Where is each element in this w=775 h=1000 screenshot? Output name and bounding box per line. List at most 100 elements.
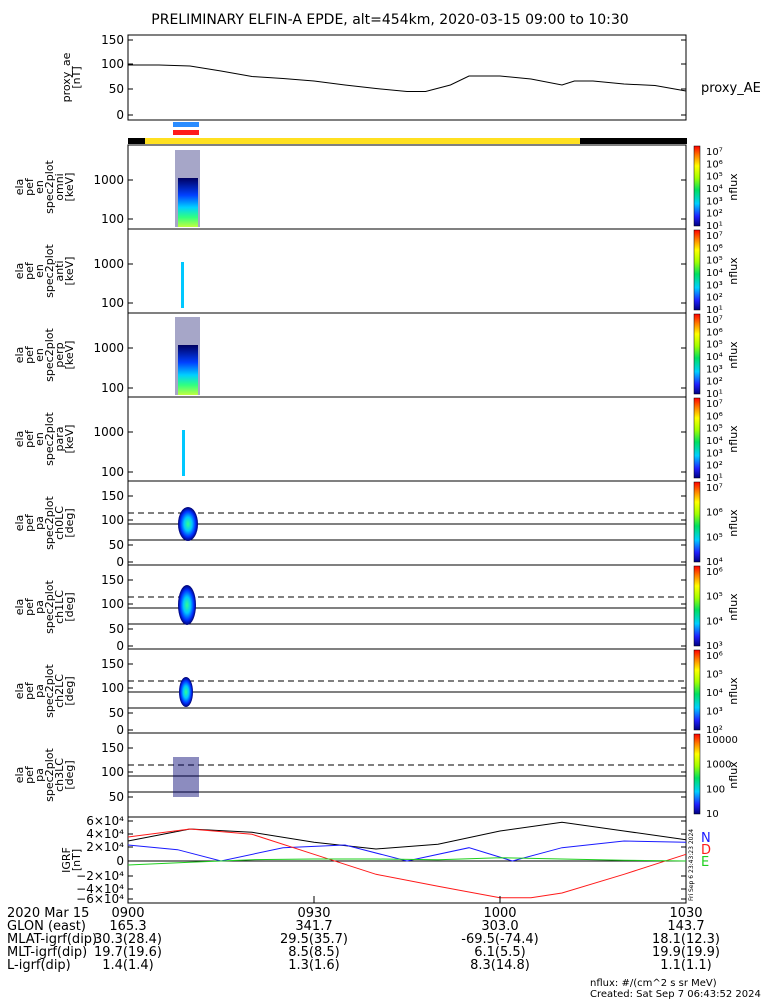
ch2-panel-frame (127, 648, 687, 734)
ch0-ytick-2: 50 (109, 538, 124, 552)
tick-mlat-0900: 30.3(28.4) (94, 932, 162, 947)
ch0-cbar-tick-3: 10⁴ (706, 557, 723, 568)
science-zone-red-bar (173, 130, 199, 135)
omni-cbar-tick-4: 10³ (706, 196, 723, 207)
anti-ylabel-0: ela (13, 263, 26, 280)
para-cbar-tick-0: 10⁷ (706, 399, 723, 410)
orbit-bar-black-right (580, 138, 687, 144)
orbit-bar-yellow (145, 138, 580, 144)
para-cbar-tick-2: 10⁵ (706, 424, 723, 435)
ch1-pa-blob (178, 585, 196, 625)
anti-ylabel-2: en (33, 264, 46, 278)
perp-cbar-tick-5: 10² (706, 377, 723, 388)
tick-time-1000: 1000 (483, 906, 516, 921)
omni-cbar-tick-0: 10⁷ (706, 147, 723, 158)
tick-mlt-0930: 8.5(8.5) (288, 945, 340, 960)
ch1-cbar-label: nflux (727, 593, 740, 621)
ae-series-proxy-ae (128, 64, 687, 92)
ae-ylabel-1: [nT] (70, 66, 83, 88)
ch1-cbar-tick-1: 10⁵ (706, 592, 723, 603)
ae-ytick-0: 150 (101, 33, 124, 47)
ae-ytick-2: 50 (109, 82, 124, 96)
anti-colorbar (693, 229, 701, 311)
ch2-colorbar (693, 649, 701, 731)
ch2-pa-blob (179, 677, 193, 707)
perp-spectrum-core (178, 345, 198, 395)
para-ylabel-3: spec2plot (43, 412, 56, 466)
ch2-cbar-tick-4: 10² (706, 725, 723, 736)
para-ylabel-0: ela (13, 431, 26, 448)
omni-ytick-1: 100 (101, 212, 124, 226)
ch0-ytick-3: 0 (116, 555, 124, 569)
omni-ytick-0: 1000 (93, 173, 124, 187)
igrf-panel-frame (127, 816, 687, 904)
ch0-ylabel-0: ela (13, 515, 26, 532)
igrf-ytick-4: −2×10⁴ (76, 869, 124, 883)
ch2-cbar-tick-3: 10³ (706, 707, 723, 718)
omni-ylabel-5: [keV] (63, 173, 76, 202)
para-panel-frame (127, 396, 687, 482)
ch0-colorbar (693, 481, 701, 563)
omni-cbar-tick-6: 10¹ (706, 221, 723, 232)
tick-l-0900: 1.4(1.4) (102, 958, 154, 973)
tick-l-1000: 8.3(14.8) (470, 958, 530, 973)
omni-ylabel-1: pef (23, 177, 36, 196)
science-zone-blue-bar (173, 122, 199, 127)
para-ytick-0: 1000 (93, 425, 124, 439)
perp-cbar-tick-6: 10¹ (706, 389, 723, 400)
igrf-ylabel-1: [nT] (70, 849, 83, 871)
omni-panel-frame (127, 144, 687, 230)
tick-time-0930: 0930 (297, 906, 330, 921)
row-label-mlat: MLAT-igrf(dip) (7, 932, 97, 947)
anti-ytick-1: 100 (101, 296, 124, 310)
ch3-panel-frame (127, 732, 687, 818)
ch2-ylabel-0: ela (13, 683, 26, 700)
anti-ylabel-3: spec2plot (43, 244, 56, 298)
ch0-cbar-label: nflux (727, 509, 740, 537)
igrf-ytick-2: 2×10⁴ (86, 840, 124, 854)
perp-ylabel-0: ela (13, 347, 26, 364)
igrf-ytick-1: 4×10⁴ (86, 827, 124, 841)
omni-cbar-tick-2: 10⁵ (706, 172, 723, 183)
tick-l-1030: 1.1(1.1) (660, 958, 712, 973)
ch2-ytick-3: 0 (116, 723, 124, 737)
para-colorbar (693, 397, 701, 479)
perp-panel-frame (127, 312, 687, 398)
ch0-ylabel-4: ch0LC (53, 506, 66, 540)
perp-cbar-tick-0: 10⁷ (706, 315, 723, 326)
ch1-ytick-2: 50 (109, 622, 124, 636)
ch2-ytick-0: 150 (101, 657, 124, 671)
ch3-ylabel-0: ela (13, 767, 26, 784)
ch1-ytick-3: 0 (116, 639, 124, 653)
ch3-pa-streaks (173, 757, 199, 797)
ch0-ytick-0: 150 (101, 489, 124, 503)
para-cbar-tick-1: 10⁶ (706, 411, 723, 422)
igrf-ytick-3: 0 (116, 854, 124, 868)
omni-ylabel-3: spec2plot (43, 160, 56, 214)
ch2-ylabel-4: ch2LC (53, 674, 66, 708)
tick-glon-0900: 165.3 (109, 919, 146, 934)
ch0-panel-frame (127, 480, 687, 566)
ae-ytick-3: 0 (116, 108, 124, 122)
ch3-cbar-tick-0: 10000 (706, 735, 738, 746)
igrf-series-e (127, 857, 687, 866)
para-cbar-tick-3: 10⁴ (706, 436, 723, 447)
igrf-ytick-0: 6×10⁴ (86, 814, 124, 828)
anti-cbar-tick-4: 10³ (706, 280, 723, 291)
tick-glon-0930: 341.7 (295, 919, 332, 934)
tick-mlat-0930: 29.5(35.7) (280, 932, 348, 947)
ch3-ytick-1: 100 (101, 765, 124, 779)
ch3-ytick-2: 50 (109, 790, 124, 804)
ae-ylabel-0: proxy_ae (60, 52, 73, 102)
ch0-pa-blob (178, 507, 198, 541)
tick-glon-1000: 303.0 (481, 919, 518, 934)
ch0-cbar-tick-0: 10⁷ (706, 483, 723, 494)
perp-cbar-tick-4: 10³ (706, 364, 723, 375)
igrf-series-d (127, 828, 687, 899)
ch1-ylabel-4: ch1LC (53, 590, 66, 624)
para-ytick-1: 100 (101, 465, 124, 479)
ch1-ylabel-0: ela (13, 599, 26, 616)
omni-cbar-tick-3: 10⁴ (706, 184, 723, 195)
ch3-ylabel-4: ch3LC (53, 758, 66, 792)
